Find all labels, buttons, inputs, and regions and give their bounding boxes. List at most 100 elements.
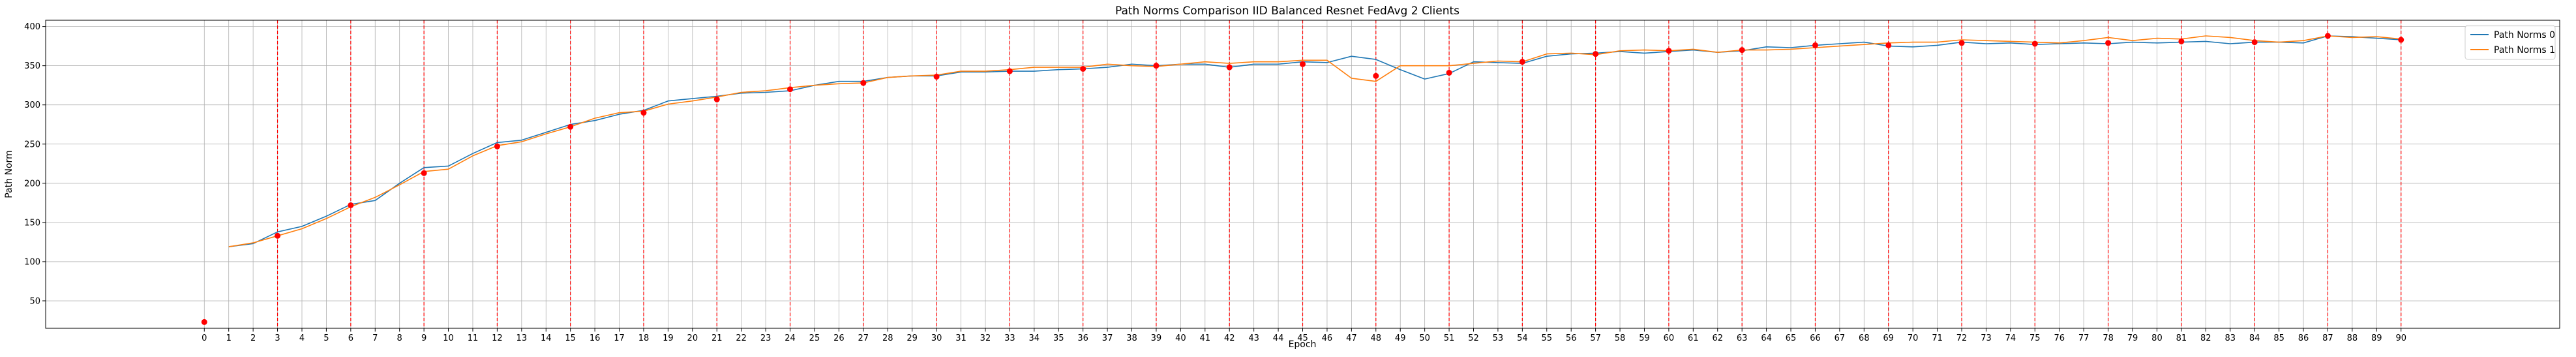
x-axis-label: Epoch (1289, 339, 1317, 350)
y-tick-label: 200 (24, 179, 40, 189)
x-tick-label: 22 (736, 334, 747, 343)
x-tick-label: 37 (1102, 334, 1113, 343)
x-tick-label: 51 (1444, 334, 1455, 343)
x-tick-label: 1 (226, 334, 232, 343)
red-marker-point (860, 80, 867, 86)
x-tick-label: 58 (1615, 334, 1626, 343)
x-tick-label: 7 (372, 334, 378, 343)
legend-label-series-1: Path Norms 1 (2494, 45, 2555, 55)
x-tick-label: 64 (1761, 334, 1772, 343)
chart-title: Path Norms Comparison IID Balanced Resne… (1115, 5, 1460, 18)
x-tick-label: 43 (1248, 334, 1259, 343)
series-lines (228, 35, 2401, 247)
x-tick-label: 85 (2273, 334, 2284, 343)
x-tick-label: 83 (2224, 334, 2236, 343)
x-tick-label: 71 (1932, 334, 1943, 343)
x-tick-label: 16 (590, 334, 601, 343)
red-marker-point (2105, 40, 2112, 46)
red-marker-point (1519, 59, 1525, 65)
red-marker-point (1006, 68, 1013, 74)
x-tick-label: 59 (1639, 334, 1650, 343)
x-tick-label: 63 (1737, 334, 1748, 343)
x-tick-label: 57 (1590, 334, 1601, 343)
y-tick-label: 150 (24, 218, 40, 228)
y-tick-label: 100 (24, 257, 40, 267)
x-tick-label: 86 (2298, 334, 2309, 343)
x-tick-label: 24 (785, 334, 796, 343)
x-tick-label: 90 (2395, 334, 2406, 343)
x-tick-label: 3 (275, 334, 280, 343)
x-tick-label: 13 (517, 334, 528, 343)
x-tick-label: 80 (2151, 334, 2163, 343)
y-tick-label: 400 (24, 22, 40, 32)
x-tick-label: 75 (2029, 334, 2041, 343)
x-tick-label: 23 (760, 334, 771, 343)
red-marker-point (1080, 65, 1086, 72)
x-tick-label: 50 (1419, 334, 1430, 343)
x-tick-label: 42 (1224, 334, 1235, 343)
red-marker-point (1593, 51, 1599, 57)
x-tick-label: 46 (1322, 334, 1333, 343)
x-tick-label: 66 (1810, 334, 1821, 343)
plot-area (45, 20, 2560, 329)
x-tick-label: 68 (1859, 334, 1870, 343)
x-tick-label: 65 (1786, 334, 1797, 343)
x-tick-label: 40 (1175, 334, 1186, 343)
x-tick-label: 29 (906, 334, 918, 343)
red-marker-point (933, 73, 940, 80)
x-tick-label: 54 (1517, 334, 1528, 343)
red-marker-point (1666, 48, 1672, 54)
x-tick-label: 34 (1029, 334, 1040, 343)
series-line-0 (228, 35, 2401, 247)
red-markers (201, 33, 2404, 325)
red-marker-point (2178, 38, 2185, 44)
x-tick-label: 6 (348, 334, 353, 343)
x-tick-label: 35 (1053, 334, 1064, 343)
red-marker-point (348, 202, 354, 208)
y-axis-label: Path Norm (4, 150, 14, 198)
x-tick-label: 61 (1688, 334, 1699, 343)
red-marker-point (2398, 37, 2404, 43)
red-marker-point (2031, 40, 2038, 47)
x-tick-label: 41 (1200, 334, 1211, 343)
red-marker-point (1153, 63, 1160, 69)
x-tick-label: 49 (1395, 334, 1406, 343)
x-tick-label: 33 (1004, 334, 1015, 343)
series-line-1 (228, 35, 2401, 247)
x-tick-label: 4 (299, 334, 305, 343)
x-tick-label: 88 (2347, 334, 2358, 343)
x-tick-label: 38 (1126, 334, 1137, 343)
x-tick-label: 8 (397, 334, 402, 343)
red-marker-point (494, 143, 500, 149)
x-tick-label: 47 (1346, 334, 1357, 343)
red-marker-point (567, 123, 574, 130)
y-tick-label: 250 (24, 140, 40, 149)
x-tick-label: 89 (2371, 334, 2382, 343)
x-tick-label: 17 (614, 334, 625, 343)
red-marker-point (1446, 69, 1452, 76)
x-tick-label: 45 (1297, 334, 1308, 343)
x-tick-label: 21 (711, 334, 723, 343)
red-marker-point (1885, 42, 1892, 48)
x-tick-label: 11 (468, 334, 479, 343)
x-tick-label: 20 (687, 334, 698, 343)
x-tick-label: 69 (1883, 334, 1894, 343)
x-tick-label: 84 (2249, 334, 2260, 343)
x-tick-label: 62 (1712, 334, 1723, 343)
x-tick-label: 32 (980, 334, 991, 343)
y-axis-ticks: 50 100 150 200 250 300 350 400 (24, 22, 46, 306)
x-tick-label: 70 (1908, 334, 1919, 343)
red-marker-point (2251, 39, 2258, 46)
x-tick-label: 18 (638, 334, 650, 343)
x-tick-label: 77 (2078, 334, 2089, 343)
x-tick-label: 44 (1273, 334, 1284, 343)
legend-label-series-0: Path Norms 0 (2494, 30, 2555, 40)
red-marker-point (1373, 72, 1379, 79)
x-tick-label: 5 (323, 334, 329, 343)
x-tick-label: 39 (1151, 334, 1162, 343)
red-marker-point (275, 232, 281, 239)
red-marker-point (713, 96, 720, 102)
x-tick-label: 74 (2005, 334, 2016, 343)
x-tick-label: 2 (250, 334, 256, 343)
